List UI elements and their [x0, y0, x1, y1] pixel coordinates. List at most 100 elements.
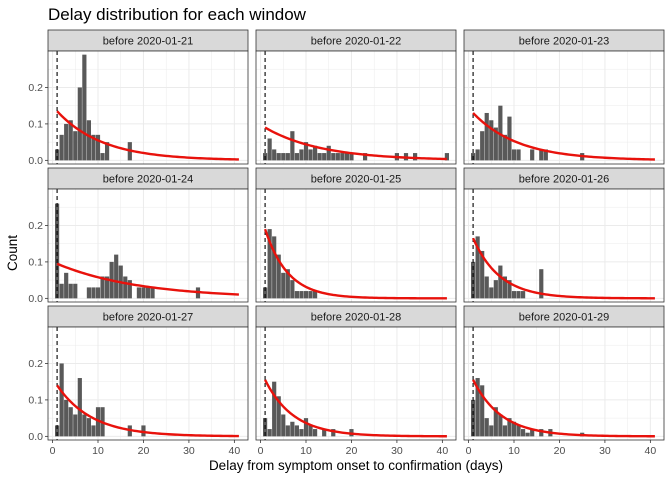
histogram-bar	[267, 429, 272, 437]
histogram-bar	[444, 153, 449, 161]
panel-border	[47, 326, 249, 441]
histogram-bar	[308, 291, 313, 299]
x-tick-label: 0	[50, 445, 56, 457]
histogram-bar	[413, 153, 418, 161]
facet-strip-label: before 2020-01-24	[103, 174, 194, 186]
panel-border	[463, 188, 665, 303]
histogram-bar	[516, 425, 521, 437]
histogram-bar	[322, 429, 327, 437]
histogram-bar	[363, 153, 368, 161]
histogram-bar	[349, 153, 354, 161]
histogram-bar	[484, 418, 489, 437]
histogram-bar	[145, 287, 151, 299]
y-tick-label: 0.0	[28, 293, 43, 305]
x-tick-label: 20	[346, 445, 358, 457]
histogram-bar	[502, 134, 507, 161]
histogram-bar	[59, 283, 64, 299]
x-tick-label: 10	[508, 445, 520, 457]
histogram-bar	[299, 291, 304, 299]
histogram-bar	[521, 429, 526, 437]
fitted-curve	[472, 379, 655, 438]
histogram-bar	[267, 229, 272, 299]
histogram-bar	[313, 145, 318, 161]
facet-panel: before 2020-01-21 0.0 0.1 0.2	[28, 29, 249, 167]
histogram-bar	[77, 378, 82, 437]
histogram-bar	[272, 381, 277, 437]
histogram-bar	[285, 425, 290, 437]
histogram-bar	[82, 54, 87, 161]
histogram-bar	[64, 272, 69, 299]
histogram-bar	[290, 131, 295, 161]
histogram-bar	[77, 87, 82, 161]
histogram-bar	[326, 145, 331, 161]
histogram-bar	[516, 149, 521, 161]
histogram-bar	[507, 280, 512, 299]
histogram-bar	[480, 131, 485, 161]
facet-panel: before 2020-01-28 0 10 20 30 40	[255, 305, 457, 457]
fitted-curve	[472, 112, 655, 161]
histogram-bar	[539, 149, 544, 161]
facet-strip-label: before 2020-01-23	[519, 36, 610, 48]
histogram-bar	[502, 425, 507, 437]
y-tick-label: 0.2	[28, 82, 43, 94]
histogram-bar	[105, 142, 110, 161]
y-tick-label: 0.0	[28, 155, 43, 167]
histogram-bar	[511, 421, 517, 437]
histogram-bar	[498, 265, 503, 299]
histogram-bar	[331, 429, 336, 437]
histogram-bar	[267, 138, 272, 161]
y-tick-label: 0.0	[28, 431, 43, 443]
histogram-bar	[543, 149, 548, 161]
histogram-bar	[91, 134, 96, 161]
histogram-bar	[59, 363, 64, 437]
histogram-bar	[294, 425, 299, 437]
histogram-bar	[475, 236, 480, 299]
histogram-bar	[82, 414, 87, 437]
histogram-bar	[313, 429, 318, 437]
histogram-bar	[95, 287, 101, 299]
panel-border	[47, 188, 249, 303]
histogram-bar	[335, 153, 340, 161]
histogram-bar	[493, 127, 498, 161]
fitted-curve	[264, 379, 447, 438]
x-tick-label: 10	[92, 445, 104, 457]
histogram-bar	[59, 134, 64, 161]
histogram-bar	[86, 120, 91, 161]
histogram-bar	[281, 414, 286, 437]
histogram-bar	[114, 254, 119, 299]
y-tick-label: 0.1	[28, 394, 43, 406]
histogram-bar	[498, 414, 503, 437]
histogram-bar	[493, 280, 498, 299]
panel-border	[463, 326, 665, 441]
facet-strip-label: before 2020-01-26	[519, 174, 610, 186]
fitted-curve	[264, 126, 447, 161]
y-tick-label: 0.2	[28, 220, 43, 232]
histogram-bar	[530, 149, 535, 161]
facet-strip-label: before 2020-01-25	[311, 174, 402, 186]
x-tick-label: 40	[229, 445, 241, 457]
histogram-bar	[272, 149, 277, 161]
histogram-bar	[281, 153, 286, 161]
histogram-bar	[68, 120, 73, 161]
histogram-bar	[68, 407, 73, 437]
histogram-bar	[272, 236, 277, 299]
histogram-bar	[511, 291, 517, 299]
histogram-bar	[502, 276, 507, 299]
histogram-bar	[303, 291, 309, 299]
histogram-bar	[127, 280, 132, 299]
histogram-bar	[73, 414, 78, 437]
histogram-bar	[493, 407, 498, 437]
histogram-bar	[308, 149, 313, 161]
histogram-bar	[480, 250, 485, 299]
histogram-bar	[86, 418, 91, 437]
histogram-bar	[539, 429, 544, 437]
histogram-bar	[263, 287, 268, 299]
facet-panel: before 2020-01-22	[255, 29, 457, 165]
histogram-bar	[294, 291, 299, 299]
histogram-bar	[475, 378, 480, 437]
histogram-bar	[525, 432, 530, 437]
histogram-bar	[290, 280, 295, 299]
facet-strip-label: before 2020-01-29	[519, 312, 610, 324]
y-tick-label: 0.2	[28, 358, 43, 370]
